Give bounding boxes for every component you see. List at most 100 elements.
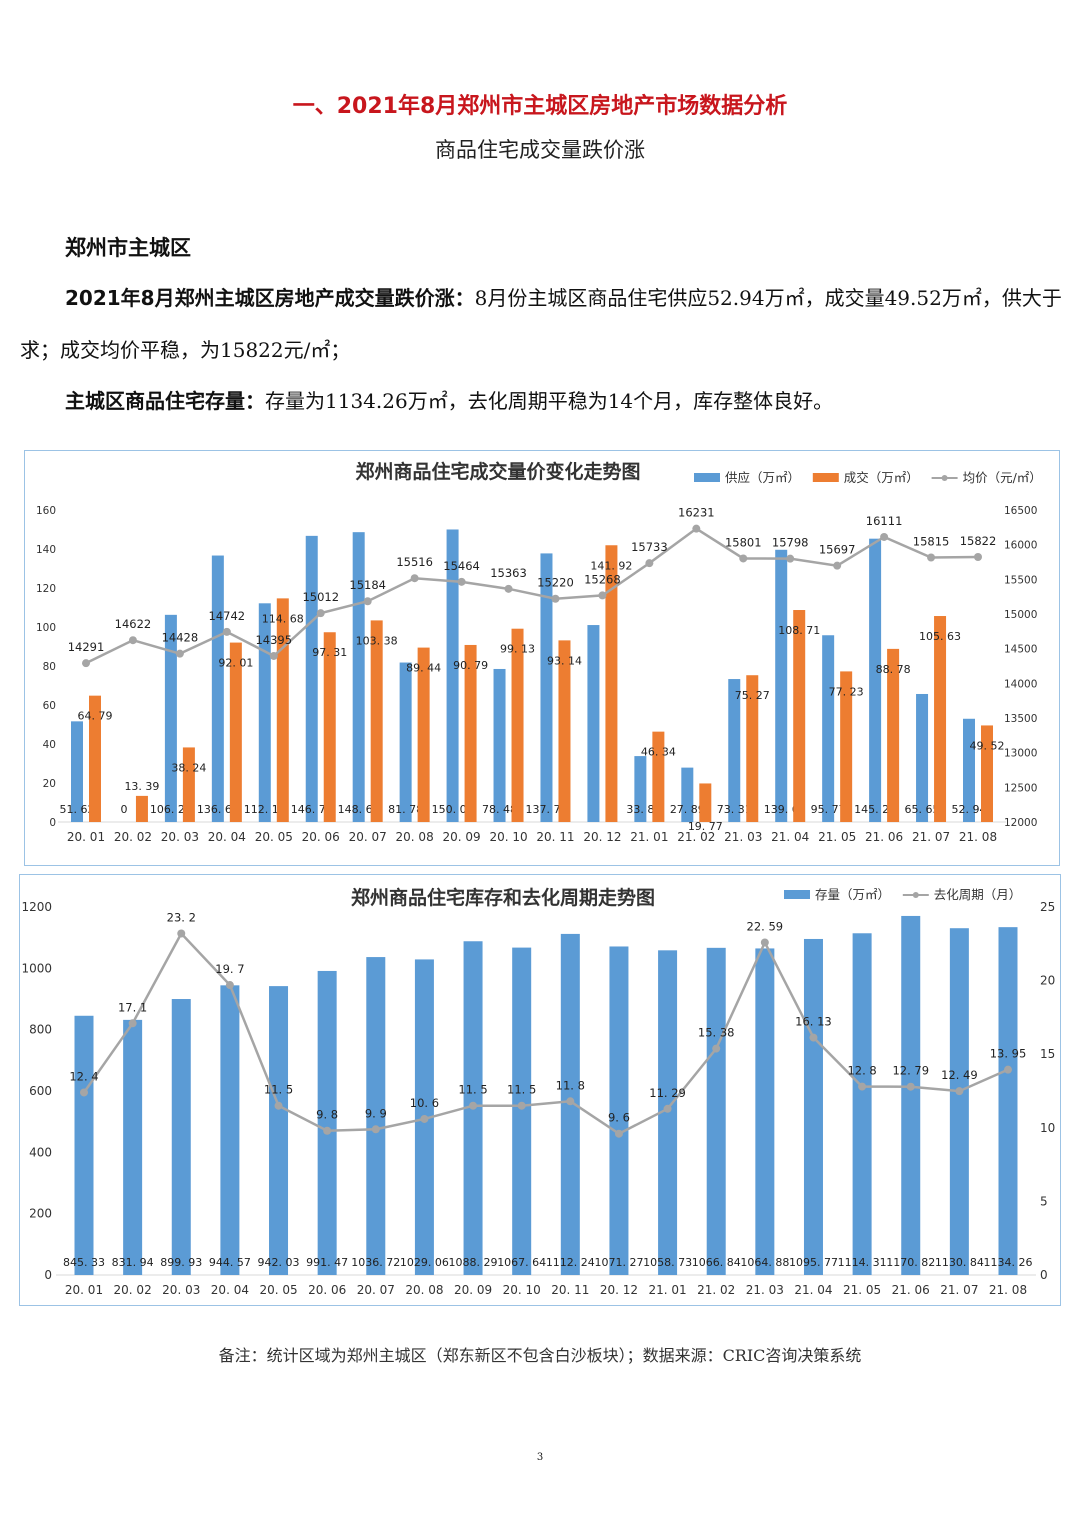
x-tick-label: 21. 02 — [677, 830, 715, 844]
bar-data-label: 145. 29 — [854, 803, 896, 816]
y-left-tick-label: 40 — [43, 739, 56, 751]
bar-data-label: 88. 78 — [876, 663, 911, 676]
bar-secondary — [370, 620, 383, 822]
x-tick-label: 20. 08 — [396, 830, 434, 844]
legend-marker — [941, 475, 948, 481]
bar-secondary — [558, 640, 571, 822]
bar-data-label: 1029. 06 — [400, 1256, 449, 1269]
bar-data-label: 141. 92 — [590, 559, 632, 572]
bar-data-label: 1071. 27 — [594, 1256, 643, 1269]
line-data-label: 15733 — [631, 540, 668, 554]
line-point — [410, 574, 419, 583]
line-point — [316, 609, 325, 618]
x-tick-label: 21. 01 — [630, 830, 668, 844]
bar-primary — [963, 718, 975, 822]
bar-data-label: 65. 65 — [905, 803, 940, 816]
y-right-tick-label: 12000 — [1004, 817, 1037, 829]
x-tick-label: 20. 09 — [454, 1283, 492, 1297]
bar-primary — [901, 915, 921, 1275]
x-tick-label: 20. 02 — [114, 1283, 152, 1297]
line-point — [786, 554, 795, 563]
y-left-tick-label: 800 — [29, 1023, 52, 1037]
line-data-label: 9. 6 — [608, 1111, 630, 1125]
x-tick-label: 20. 01 — [67, 830, 105, 844]
bar-data-label: 1095. 77 — [789, 1256, 838, 1269]
bar-primary — [211, 555, 224, 822]
bar-primary — [305, 535, 318, 822]
y-right-tick-label: 5 — [1040, 1194, 1048, 1208]
line-data-label: 15801 — [725, 535, 762, 549]
legend-label: 均价（元/㎡） — [963, 470, 1042, 485]
line-point — [692, 524, 701, 533]
bar-primary — [998, 927, 1018, 1275]
paragraph-lead: 主城区商品住宅存量： — [65, 389, 265, 413]
x-tick-label: 21. 03 — [724, 830, 762, 844]
y-left-tick-label: 60 — [43, 700, 56, 712]
bar-primary — [775, 549, 788, 822]
bar-data-label: 146. 74 — [291, 803, 333, 816]
y-right-tick-label: 16000 — [1004, 540, 1037, 552]
line-data-label: 15184 — [349, 578, 386, 592]
bar-data-label: 0 — [120, 803, 127, 816]
line-point — [177, 929, 186, 938]
x-tick-label: 20. 05 — [255, 830, 293, 844]
bar-data-label: 51. 62 — [60, 803, 95, 816]
bar-secondary — [182, 747, 195, 822]
line-data-label: 12. 49 — [941, 1068, 978, 1082]
x-tick-label: 20. 07 — [357, 1283, 395, 1297]
bar-primary — [74, 1015, 94, 1275]
line-point — [457, 577, 466, 586]
page-title: 一、2021年8月郑州市主城区房地产市场数据分析 — [292, 94, 788, 119]
line-point — [371, 1125, 380, 1134]
line-point — [80, 1088, 88, 1097]
line-data-label: 10. 6 — [410, 1096, 439, 1110]
x-tick-label: 20. 08 — [405, 1283, 443, 1297]
bar-primary — [803, 938, 823, 1275]
line-data-label: 14291 — [68, 640, 105, 654]
bar-primary — [493, 668, 506, 822]
line-point — [739, 554, 748, 563]
bar-data-label: 1088. 29 — [449, 1256, 498, 1269]
line-point — [269, 651, 278, 660]
bar-data-label: 77. 23 — [829, 685, 864, 698]
bar-primary — [317, 970, 337, 1275]
bar-data-label: 73. 31 — [717, 803, 752, 816]
line-point — [274, 1101, 283, 1110]
line-data-label: 14742 — [209, 609, 246, 623]
bar-data-label: 81. 78 — [388, 803, 423, 816]
bar-primary — [258, 603, 271, 822]
bar-data-label: 112. 15 — [244, 803, 286, 816]
x-tick-label: 21. 05 — [843, 1283, 881, 1297]
bar-primary — [869, 538, 882, 822]
bar-data-label: 1058. 73 — [643, 1256, 692, 1269]
y-right-tick-label: 15000 — [1004, 609, 1037, 621]
line-point — [809, 1033, 818, 1042]
bar-data-label: 97. 31 — [312, 646, 347, 659]
y-left-tick-label: 20 — [43, 778, 56, 790]
line-data-label: 19. 7 — [215, 962, 244, 976]
line-data-label: 11. 5 — [458, 1083, 487, 1097]
bar-secondary — [699, 783, 712, 822]
line-point — [128, 1019, 137, 1028]
x-tick-label: 21. 04 — [771, 830, 809, 844]
bar-data-label: 1130. 84 — [935, 1256, 984, 1269]
line-data-label: 15697 — [819, 543, 856, 557]
y-right-tick-label: 10 — [1040, 1121, 1055, 1135]
line-data-label: 11. 5 — [264, 1083, 293, 1097]
bar-data-label: 831. 94 — [112, 1256, 154, 1269]
line-point — [420, 1114, 429, 1123]
y-left-tick-label: 140 — [36, 544, 56, 556]
bar-data-label: 19. 77 — [688, 820, 723, 833]
line-data-label: 15363 — [490, 566, 527, 580]
legend-label: 存量（万㎡） — [815, 887, 890, 902]
bar-secondary — [652, 731, 665, 822]
bar-data-label: 1134. 26 — [984, 1256, 1033, 1269]
line-data-label: 12. 79 — [892, 1064, 929, 1078]
line-data-label: 15464 — [443, 559, 480, 573]
line-data-label: 15012 — [302, 590, 339, 604]
bar-data-label: 106. 24 — [150, 803, 192, 816]
legend-label: 成交（万㎡） — [844, 470, 919, 485]
section-heading: 郑州市主城区 — [65, 236, 191, 260]
line-point — [598, 591, 607, 600]
